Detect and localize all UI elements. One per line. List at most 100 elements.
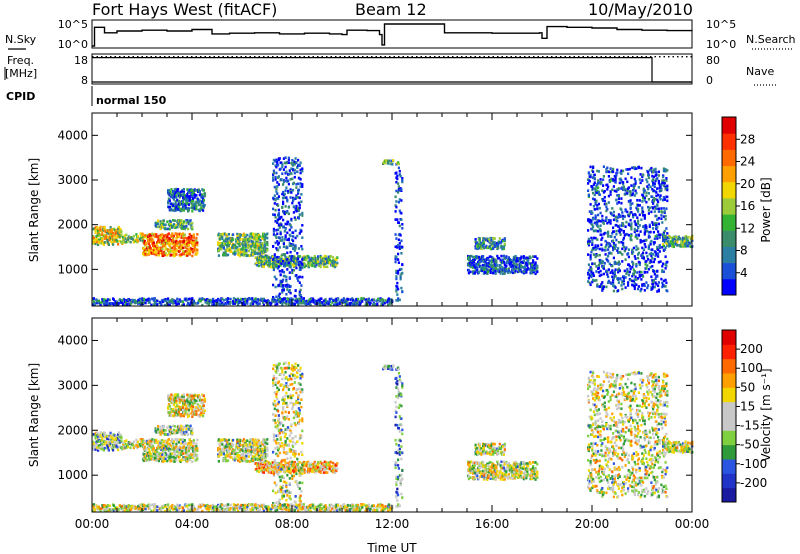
power-echo-cell: [156, 303, 159, 306]
power-echo-cell: [644, 230, 647, 233]
power-echo-cell: [600, 282, 603, 286]
power-echo-cell: [314, 256, 317, 260]
power-echo-cell: [322, 265, 325, 269]
power-echo-cell: [101, 230, 104, 234]
power-echo-cell: [212, 297, 215, 301]
power-echo-cell: [304, 299, 307, 303]
power-echo-cell: [292, 231, 295, 234]
power-echo-cell: [619, 233, 622, 236]
power-echo-cell: [258, 302, 261, 305]
power-echo-cell: [260, 248, 263, 251]
power-echo-cell: [502, 267, 505, 270]
power-echo-cell: [325, 300, 328, 303]
power-echo-cell: [266, 249, 269, 252]
power-echo-cell: [657, 181, 660, 185]
power-echo-cell: [662, 184, 665, 188]
power-echo-cell: [291, 159, 294, 162]
power-echo-cell: [588, 240, 591, 243]
power-colorbar-band: [722, 149, 736, 167]
power-echo-cell: [283, 192, 286, 196]
power-echo-cell: [490, 263, 493, 267]
power-echo-cell: [605, 217, 608, 221]
power-echo-cell: [217, 249, 220, 252]
power-echo-cell: [666, 169, 669, 172]
power-echo-cell: [226, 299, 229, 302]
power-echo-cell: [227, 244, 230, 248]
power-echo-cell: [292, 211, 295, 214]
power-echo-cell: [153, 244, 156, 248]
power-echo-cell: [652, 230, 655, 234]
power-echo-cell: [603, 196, 606, 199]
power-echo-cell: [164, 298, 167, 301]
power-echo-cell: [269, 303, 272, 307]
nave-tick-top: 80: [706, 54, 720, 67]
power-echo-cell: [687, 235, 690, 239]
power-echo-cell: [249, 302, 252, 306]
power-echo-cell: [660, 217, 663, 220]
power-echo-cell: [497, 256, 500, 260]
power-echo-cell: [286, 258, 289, 261]
power-echo-cell: [480, 247, 483, 251]
power-echo-cell: [627, 284, 630, 287]
power-echo-cell: [181, 225, 184, 228]
power-echo-cell: [172, 299, 175, 302]
power-echo-cell: [152, 249, 155, 252]
power-echo-cell: [272, 296, 275, 299]
power-echo-cell: [172, 202, 175, 206]
power-echo-cell: [242, 240, 245, 243]
power-echo-cell: [467, 257, 470, 260]
power-echo-cell: [288, 255, 291, 258]
power-echo-cell: [272, 264, 275, 268]
power-echo-cell: [292, 255, 295, 258]
power-echo-cell: [474, 265, 477, 268]
power-echo-cell: [642, 251, 645, 255]
power-echo-cell: [289, 224, 292, 227]
power-echo-cell: [195, 194, 198, 197]
power-echo-cell: [597, 266, 600, 270]
power-echo-cell: [259, 258, 262, 262]
power-echo-cell: [617, 229, 620, 233]
power-echo-cell: [186, 303, 189, 307]
power-echo-cell: [169, 222, 172, 226]
power-echo-cell: [594, 248, 597, 251]
power-echo-cell: [118, 298, 121, 301]
power-echo-cell: [662, 167, 665, 170]
power-echo-cell: [635, 245, 638, 248]
power-echo-cell: [297, 302, 300, 305]
power-echo-cell: [285, 211, 288, 214]
velocity-echo-cell: [142, 439, 145, 442]
power-echo-cell: [237, 242, 240, 246]
power-echo-cell: [399, 277, 402, 281]
power-echo-cell: [252, 234, 255, 238]
power-echo-cell: [682, 236, 685, 240]
power-echo-cell: [147, 249, 150, 252]
power-echo-cell: [142, 253, 145, 257]
power-echo-cell: [606, 273, 609, 276]
power-echo-cell: [612, 256, 615, 260]
station-title: Fort Hays West (fitACF): [92, 0, 277, 19]
power-echo-cell: [377, 297, 380, 301]
power-echo-cell: [609, 219, 612, 222]
power-echo-cell: [193, 244, 196, 247]
power-echo-cell: [490, 247, 493, 250]
power-echo-cell: [631, 248, 634, 252]
power-echo-cell: [325, 257, 328, 261]
power-echo-cell: [153, 297, 156, 300]
power-echo-cell: [293, 168, 296, 172]
power-echo-cell: [280, 282, 283, 286]
power-echo-cell: [665, 177, 668, 180]
power-echo-cell: [216, 299, 219, 303]
power-echo-cell: [281, 163, 284, 166]
power-echo-cell: [99, 240, 102, 243]
power-echo-cell: [616, 168, 619, 172]
power-echo-cell: [647, 187, 650, 191]
power-echo-cell: [652, 189, 655, 192]
velocity-heatmap: [92, 361, 694, 513]
power-echo-cell: [240, 298, 243, 301]
power-echo-cell: [162, 254, 165, 258]
power-echo-cell: [273, 185, 276, 189]
power-echo-cell: [301, 236, 304, 239]
power-echo-cell: [609, 222, 612, 225]
power-echo-cell: [658, 244, 661, 248]
power-echo-cell: [233, 302, 236, 305]
